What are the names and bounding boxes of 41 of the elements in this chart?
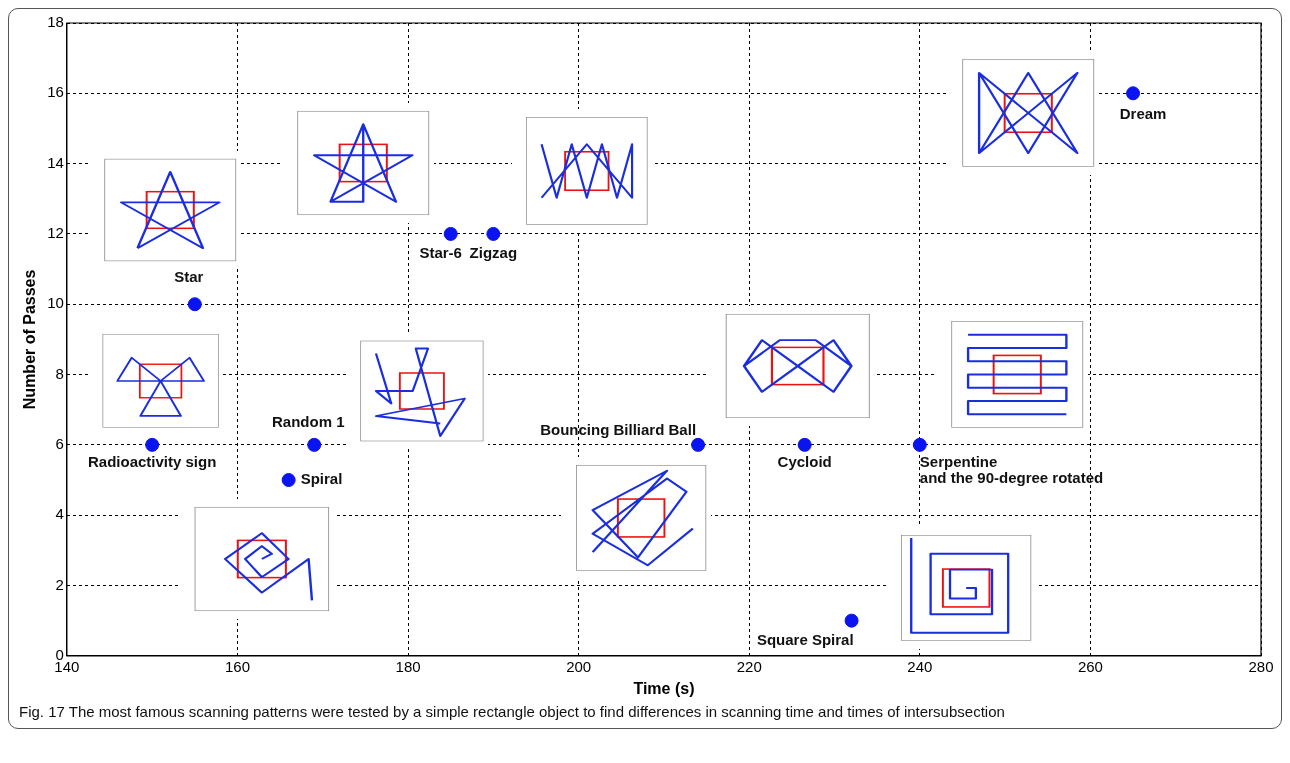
point <box>844 613 859 628</box>
y-tick-label: 12 <box>47 224 64 242</box>
x-tick-label: 280 <box>1248 657 1274 675</box>
annotation: Star <box>174 268 204 286</box>
y-tick-label: 2 <box>55 575 64 593</box>
y-tick-label: 8 <box>55 364 64 382</box>
point <box>912 437 927 452</box>
y-tick-label: 16 <box>47 83 64 101</box>
x-axis-title: Time (s) <box>633 679 695 697</box>
point <box>1126 86 1141 101</box>
point <box>443 226 458 241</box>
x-tick-label: 200 <box>566 657 592 675</box>
y-tick-label: 18 <box>47 13 64 31</box>
point <box>691 437 706 452</box>
annotation: Radioactivity sign <box>87 453 217 471</box>
y-tick-label: 4 <box>55 505 64 523</box>
point <box>281 473 296 488</box>
point <box>145 437 160 452</box>
annotation: Dream <box>1119 105 1167 123</box>
annotation: Cycloid <box>777 453 832 471</box>
annotation: Bouncing Billiard Ball <box>540 421 697 439</box>
annotation: Serpentine and the 90-degree rotated <box>919 453 1104 487</box>
y-tick-label: 14 <box>47 153 64 171</box>
x-tick-label: 240 <box>907 657 933 675</box>
x-tick-label: 180 <box>395 657 421 675</box>
annotation: Square Spiral <box>756 630 854 648</box>
y-tick-label: 10 <box>47 294 64 312</box>
y-tick-label: 6 <box>55 435 64 453</box>
annotation: Zigzag <box>469 244 518 262</box>
x-tick-label: 160 <box>224 657 250 675</box>
x-tick-label: 260 <box>1077 657 1103 675</box>
point <box>797 437 812 452</box>
caption: Fig. 17 The most famous scanning patterns were tested by a simple rectangle object to find differences in scanning time and times of intersubsection <box>18 702 1006 722</box>
x-tick-label: 220 <box>736 657 762 675</box>
annotation: Random 1 <box>271 413 345 431</box>
point <box>187 297 202 312</box>
annotation: Star-6 <box>419 244 462 262</box>
y-axis-title: Number of Passes <box>21 269 39 410</box>
point <box>307 437 322 452</box>
annotation: Spiral <box>300 470 343 488</box>
point <box>486 226 501 241</box>
